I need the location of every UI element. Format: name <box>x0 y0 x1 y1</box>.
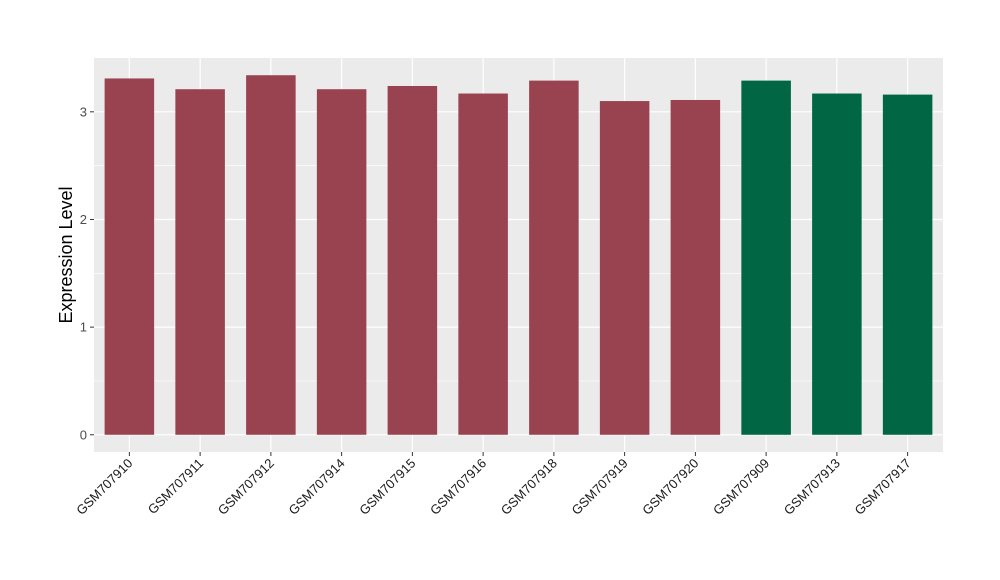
x-tick-label: GSM707917 <box>852 456 914 518</box>
x-tick-label: GSM707914 <box>286 456 348 518</box>
y-tick-label: 3 <box>80 104 87 119</box>
bar-gsm707920 <box>670 99 721 435</box>
x-tick-label: GSM707911 <box>145 456 207 518</box>
bar-gsm707915 <box>387 85 438 435</box>
x-tick-label: GSM707912 <box>215 456 277 518</box>
bar-gsm707910 <box>104 78 155 435</box>
x-tick-label: GSM707920 <box>639 456 701 518</box>
bar-gsm707911 <box>175 89 225 435</box>
y-tick-label: 0 <box>80 427 87 442</box>
x-tick-label: GSM707919 <box>569 456 631 518</box>
y-tick-label: 2 <box>80 212 87 227</box>
x-tick-label: GSM707909 <box>710 456 772 518</box>
bar-gsm707913 <box>812 93 862 435</box>
x-tick-label: GSM707913 <box>781 456 843 518</box>
bars <box>104 75 933 435</box>
bar-gsm707917 <box>882 94 933 435</box>
bar-gsm707909 <box>741 80 791 435</box>
y-tick-label: 1 <box>80 320 87 335</box>
bar-gsm707914 <box>316 89 367 435</box>
x-axis: GSM707910 GSM707911 GSM707912 GSM707914 GSM7… <box>73 452 914 518</box>
minor-gridlines <box>94 165 943 382</box>
y-axis: 0 1 2 3 <box>80 104 94 442</box>
x-tick-label: GSM707918 <box>498 456 560 518</box>
y-axis-title: Expression Level <box>56 186 76 323</box>
bar-gsm707919 <box>599 101 650 435</box>
x-tick-label: GSM707910 <box>73 456 135 518</box>
x-tick-label: GSM707916 <box>427 456 489 518</box>
bar-gsm707918 <box>529 80 579 435</box>
bar-gsm707916 <box>458 93 508 435</box>
plot-panel <box>94 58 943 452</box>
bar-gsm707912 <box>246 75 296 435</box>
x-tick-label: GSM707915 <box>356 456 418 518</box>
